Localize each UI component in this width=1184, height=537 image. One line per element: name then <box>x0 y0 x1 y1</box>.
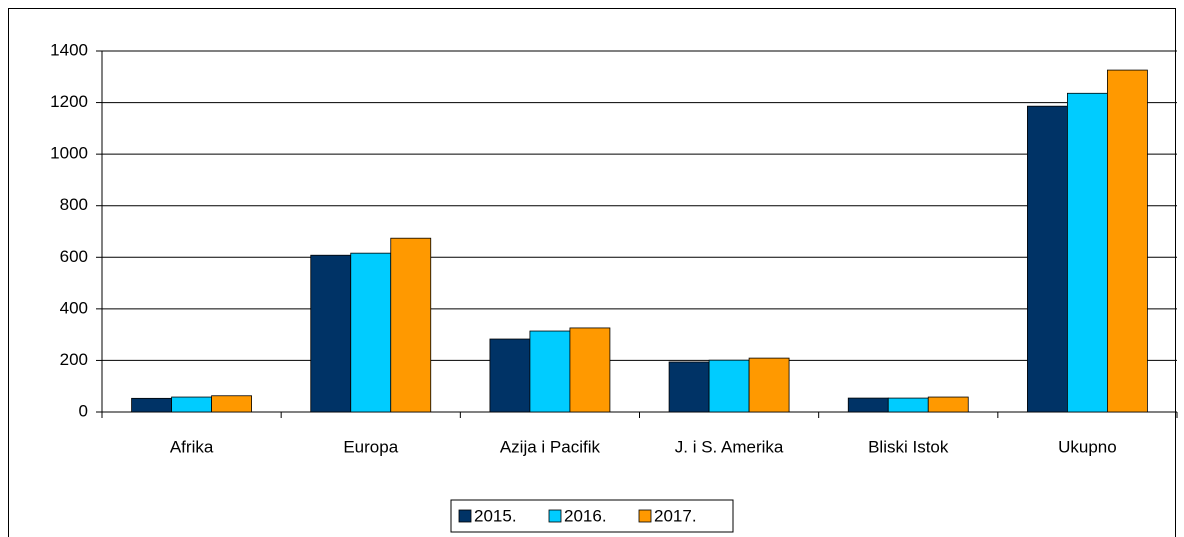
bar <box>887 397 929 413</box>
x-tick-label: Europa <box>343 437 398 456</box>
y-tick-label: 1000 <box>50 144 88 163</box>
legend-swatch <box>548 509 562 523</box>
bar <box>171 396 212 413</box>
legend-label: 2017. <box>654 506 697 525</box>
bar <box>1107 69 1148 413</box>
x-tick-label: Ukupno <box>1058 437 1117 456</box>
bar <box>489 338 531 413</box>
legend-label: 2015. <box>474 506 517 525</box>
y-tick-label: 600 <box>60 247 88 266</box>
y-tick-label: 0 <box>79 401 88 420</box>
legend-box <box>450 499 734 533</box>
y-tick-label: 1200 <box>50 92 88 111</box>
chart-border <box>8 8 1176 537</box>
bar <box>211 395 252 413</box>
bar <box>131 397 172 413</box>
bar <box>847 397 889 413</box>
y-tick-label: 1400 <box>50 40 88 59</box>
legend-label: 2016. <box>564 506 607 525</box>
x-tick-label: Azija i Pacifik <box>500 437 601 456</box>
bar <box>529 330 571 413</box>
legend-swatch <box>638 509 652 523</box>
y-tick-label: 800 <box>60 195 88 214</box>
x-tick-label: Afrika <box>170 437 214 456</box>
y-tick-label: 200 <box>60 350 88 369</box>
x-tick-label: J. i S. Amerika <box>675 437 784 456</box>
bar <box>390 237 432 413</box>
legend-swatch <box>458 509 472 523</box>
bar <box>569 327 611 413</box>
bar <box>310 254 352 413</box>
bar <box>1067 92 1108 413</box>
bar <box>1027 105 1068 413</box>
bar <box>350 252 392 413</box>
bar <box>668 361 710 413</box>
bar <box>708 359 750 413</box>
y-tick-label: 400 <box>60 298 88 317</box>
bar <box>927 396 969 413</box>
bar <box>748 357 790 413</box>
x-tick-label: Bliski Istok <box>868 437 949 456</box>
